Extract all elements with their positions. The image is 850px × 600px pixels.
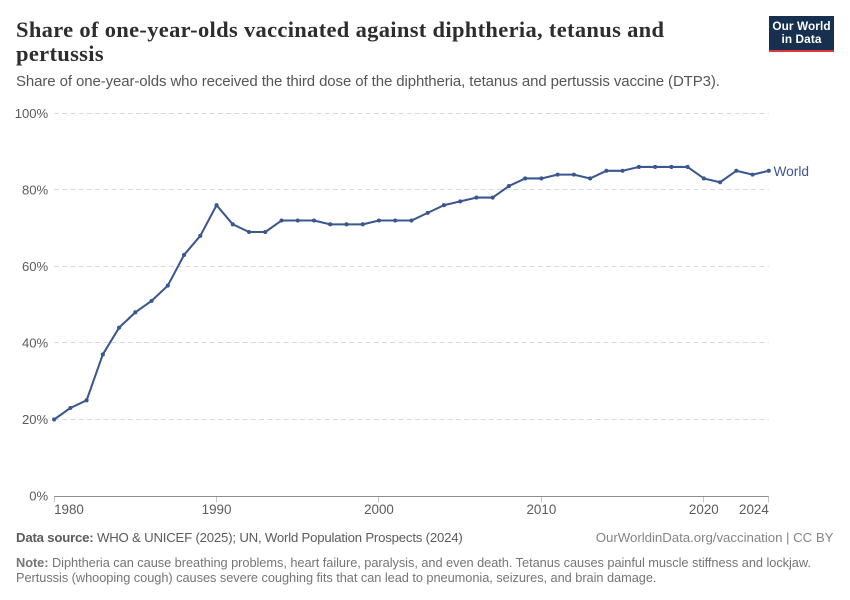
svg-text:20%: 20% bbox=[22, 412, 49, 427]
svg-text:0%: 0% bbox=[29, 489, 48, 504]
svg-text:60%: 60% bbox=[22, 259, 49, 274]
svg-text:2010: 2010 bbox=[526, 502, 556, 517]
svg-text:100%: 100% bbox=[15, 106, 49, 121]
svg-text:2000: 2000 bbox=[364, 502, 394, 517]
svg-text:1990: 1990 bbox=[202, 502, 232, 517]
svg-text:40%: 40% bbox=[22, 336, 49, 351]
svg-text:World: World bbox=[774, 164, 810, 179]
svg-text:80%: 80% bbox=[22, 183, 49, 198]
svg-text:2024: 2024 bbox=[739, 502, 769, 517]
svg-text:1980: 1980 bbox=[54, 502, 84, 517]
svg-text:2020: 2020 bbox=[689, 502, 719, 517]
